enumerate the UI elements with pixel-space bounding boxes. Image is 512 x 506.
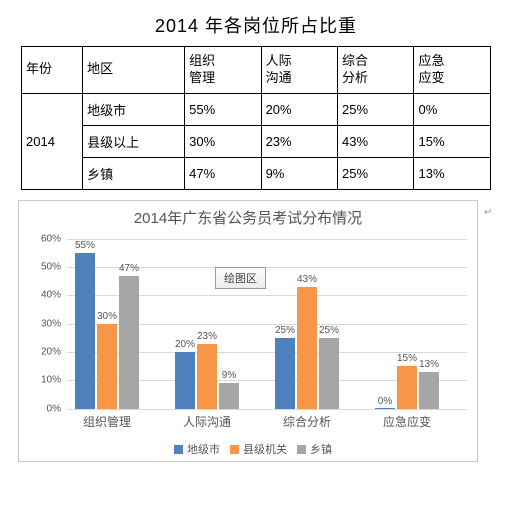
table-header-cell: 人际沟通 — [261, 47, 337, 94]
table-header-cell: 组织管理 — [185, 47, 261, 94]
table-header-cell: 应急应变 — [414, 47, 491, 94]
bar — [119, 276, 139, 409]
value-cell: 25% — [338, 157, 414, 189]
y-axis-label: 30% — [41, 318, 61, 329]
bar-value-label: 30% — [97, 311, 117, 322]
region-cell: 县级以上 — [83, 125, 185, 157]
table-header-cell: 综合分析 — [338, 47, 414, 94]
value-cell: 55% — [185, 93, 261, 125]
bar — [219, 383, 239, 409]
table-header-cell: 年份 — [22, 47, 83, 94]
bar-value-label: 20% — [175, 339, 195, 350]
category-label: 综合分析 — [283, 413, 331, 430]
value-cell: 0% — [414, 93, 491, 125]
chart-legend: 地级市 县级机关 乡镇 — [19, 441, 477, 457]
legend-swatch — [297, 445, 306, 454]
category-label: 应急应变 — [383, 413, 431, 430]
bar — [75, 253, 95, 409]
table-row: 2014地级市55%20%25%0% — [22, 93, 491, 125]
value-cell: 15% — [414, 125, 491, 157]
region-cell: 地级市 — [83, 93, 185, 125]
value-cell: 20% — [261, 93, 337, 125]
bar — [319, 338, 339, 409]
legend-swatch — [174, 445, 183, 454]
y-axis-label: 40% — [41, 290, 61, 301]
bar-value-label: 25% — [275, 325, 295, 336]
chart-container: 2014年广东省公务员考试分布情况 0% 10% 20% 30% 40% 50% 60% 55… — [18, 200, 478, 462]
bar-value-label: 43% — [297, 274, 317, 285]
legend-label: 地级市 — [187, 444, 220, 456]
y-axis-label: 20% — [41, 347, 61, 358]
value-cell: 13% — [414, 157, 491, 189]
value-cell: 43% — [338, 125, 414, 157]
table-row: 县级以上30%23%43%15% — [22, 125, 491, 157]
grid-line — [67, 239, 467, 240]
table-row: 乡镇47%9%25%13% — [22, 157, 491, 189]
bar — [419, 372, 439, 409]
year-cell: 2014 — [22, 93, 83, 189]
bar-value-label: 47% — [119, 263, 139, 274]
page-title: 2014 年各岗位所占比重 — [12, 12, 500, 38]
legend-swatch — [230, 445, 239, 454]
value-cell: 30% — [185, 125, 261, 157]
y-axis-label: 60% — [41, 233, 61, 244]
chart-title: 2014年广东省公务员考试分布情况 — [19, 201, 477, 230]
legend-label: 县级机关 — [243, 444, 287, 456]
table-header-row: 年份地区组织管理人际沟通综合分析应急应变 — [22, 47, 491, 94]
value-cell: 23% — [261, 125, 337, 157]
category-label: 组织管理 — [83, 413, 131, 430]
category-label: 人际沟通 — [183, 413, 231, 430]
y-axis-label: 0% — [47, 403, 61, 414]
value-cell: 9% — [261, 157, 337, 189]
bar — [397, 366, 417, 409]
region-cell: 乡镇 — [83, 157, 185, 189]
value-cell: 47% — [185, 157, 261, 189]
bar-value-label: 15% — [397, 353, 417, 364]
data-table: 年份地区组织管理人际沟通综合分析应急应变 2014地级市55%20%25%0%县… — [21, 46, 491, 190]
bar — [375, 408, 395, 409]
bar-value-label: 9% — [222, 370, 236, 381]
bar-value-label: 23% — [197, 331, 217, 342]
y-axis-label: 10% — [41, 375, 61, 386]
bar-value-label: 13% — [419, 359, 439, 370]
chart-plot-area: 0%10%20%30%40%50%60%55%30%47%组织管理20%23%9… — [67, 239, 467, 409]
legend-label: 乡镇 — [310, 444, 332, 456]
chart-tooltip: 绘图区 — [215, 267, 266, 289]
bar — [297, 287, 317, 409]
bar-value-label: 0% — [378, 396, 392, 407]
grid-line — [67, 409, 467, 410]
paragraph-mark: ↵ — [484, 207, 492, 218]
bar — [197, 344, 217, 409]
bar — [275, 338, 295, 409]
y-axis-label: 50% — [41, 262, 61, 273]
bar-value-label: 25% — [319, 325, 339, 336]
value-cell: 25% — [338, 93, 414, 125]
table-header-cell: 地区 — [83, 47, 185, 94]
bar-value-label: 55% — [75, 240, 95, 251]
bar — [175, 352, 195, 409]
bar — [97, 324, 117, 409]
